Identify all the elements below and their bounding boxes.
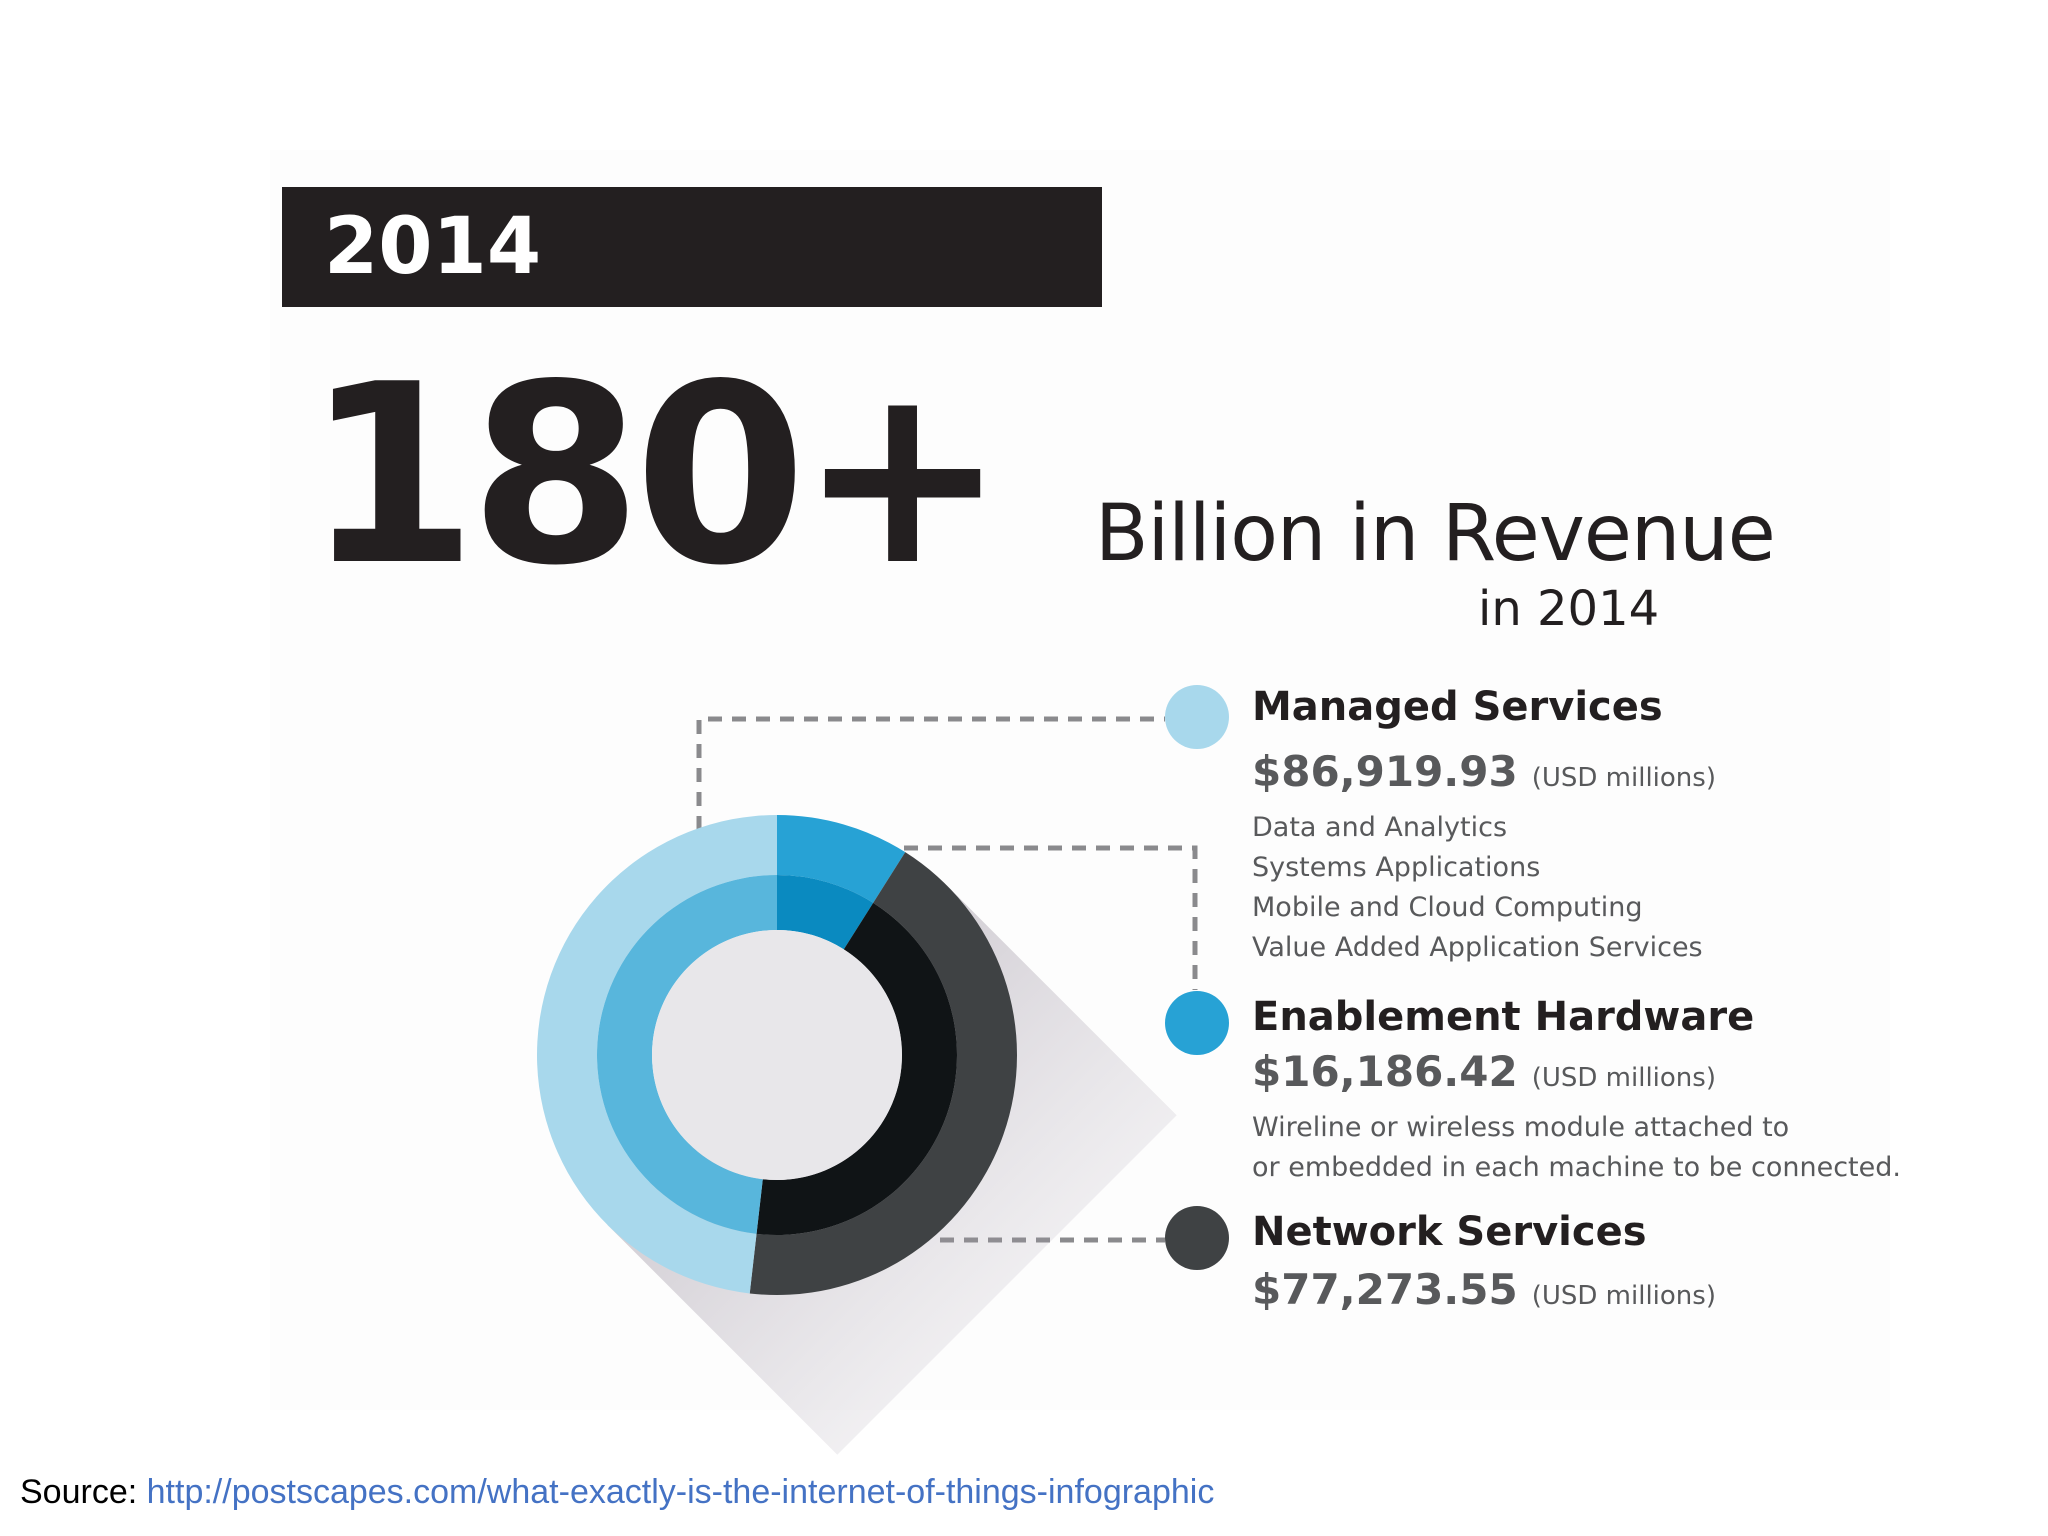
legend-unit-network-services: (USD millions)	[1531, 1281, 1716, 1311]
year-banner: 2014	[282, 187, 1102, 307]
legend-description-line: Systems Applications	[1252, 852, 1541, 883]
donut-slice-network-services	[749, 852, 1018, 1295]
legend-description-line: Mobile and Cloud Computing	[1252, 892, 1643, 923]
revenue-headline-number: 180+	[305, 332, 1006, 620]
source-label: Source:	[20, 1473, 138, 1511]
legend-name-network-services: Network Services	[1252, 1209, 1647, 1255]
connector-enablement-hardware	[880, 845, 1198, 990]
legend-unit-managed-services: (USD millions)	[1531, 763, 1716, 793]
legend-name-managed-services: Managed Services	[1252, 684, 1663, 730]
legend-dot-managed-services	[1165, 685, 1229, 749]
legend-value-network-services: $77,273.55	[1252, 1265, 1518, 1314]
legend-value-line-enablement-hardware: $16,186.42 (USD millions)	[1252, 1051, 1716, 1093]
donut-inner-slice-enablement-hardware	[777, 875, 874, 950]
source-citation: Source: http://postscapes.com/what-exact…	[20, 1475, 1214, 1509]
connector-managed-services	[696, 716, 1165, 830]
donut-slice-enablement-hardware	[777, 815, 906, 903]
legend-dot-enablement-hardware	[1165, 991, 1229, 1055]
donut-inner-slice-managed-services	[596, 875, 777, 1234]
donut-center	[652, 930, 902, 1180]
legend-value-line-managed-services: $86,919.93 (USD millions)	[1252, 751, 1716, 793]
legend-description-line: or embedded in each machine to be connec…	[1252, 1152, 1901, 1183]
legend-description-line: Data and Analytics	[1252, 812, 1508, 843]
legend-value-enablement-hardware: $16,186.42	[1252, 1047, 1518, 1096]
source-link[interactable]: http://postscapes.com/what-exactly-is-th…	[146, 1473, 1215, 1511]
legend-description-managed-services: Data and Analytics Systems Applications Mo…	[1252, 808, 1703, 968]
legend-dot-network-services	[1165, 1206, 1229, 1270]
legend-description-line: Wireline or wireless module attached to	[1252, 1112, 1790, 1143]
legend-description-enablement-hardware: Wireline or wireless module attached to o…	[1252, 1108, 1901, 1188]
donut-inner-slice-network-services	[756, 902, 958, 1236]
legend-value-managed-services: $86,919.93	[1252, 747, 1518, 796]
revenue-headline-subtext: in 2014	[1478, 581, 1660, 637]
donut-slice-managed-services	[536, 815, 777, 1294]
legend-unit-enablement-hardware: (USD millions)	[1531, 1063, 1716, 1093]
legend-value-line-network-services: $77,273.55 (USD millions)	[1252, 1269, 1716, 1311]
legend-name-enablement-hardware: Enablement Hardware	[1252, 994, 1755, 1040]
revenue-headline-text: Billion in Revenue	[1095, 489, 1776, 579]
legend-description-line: Value Added Application Services	[1252, 932, 1703, 963]
